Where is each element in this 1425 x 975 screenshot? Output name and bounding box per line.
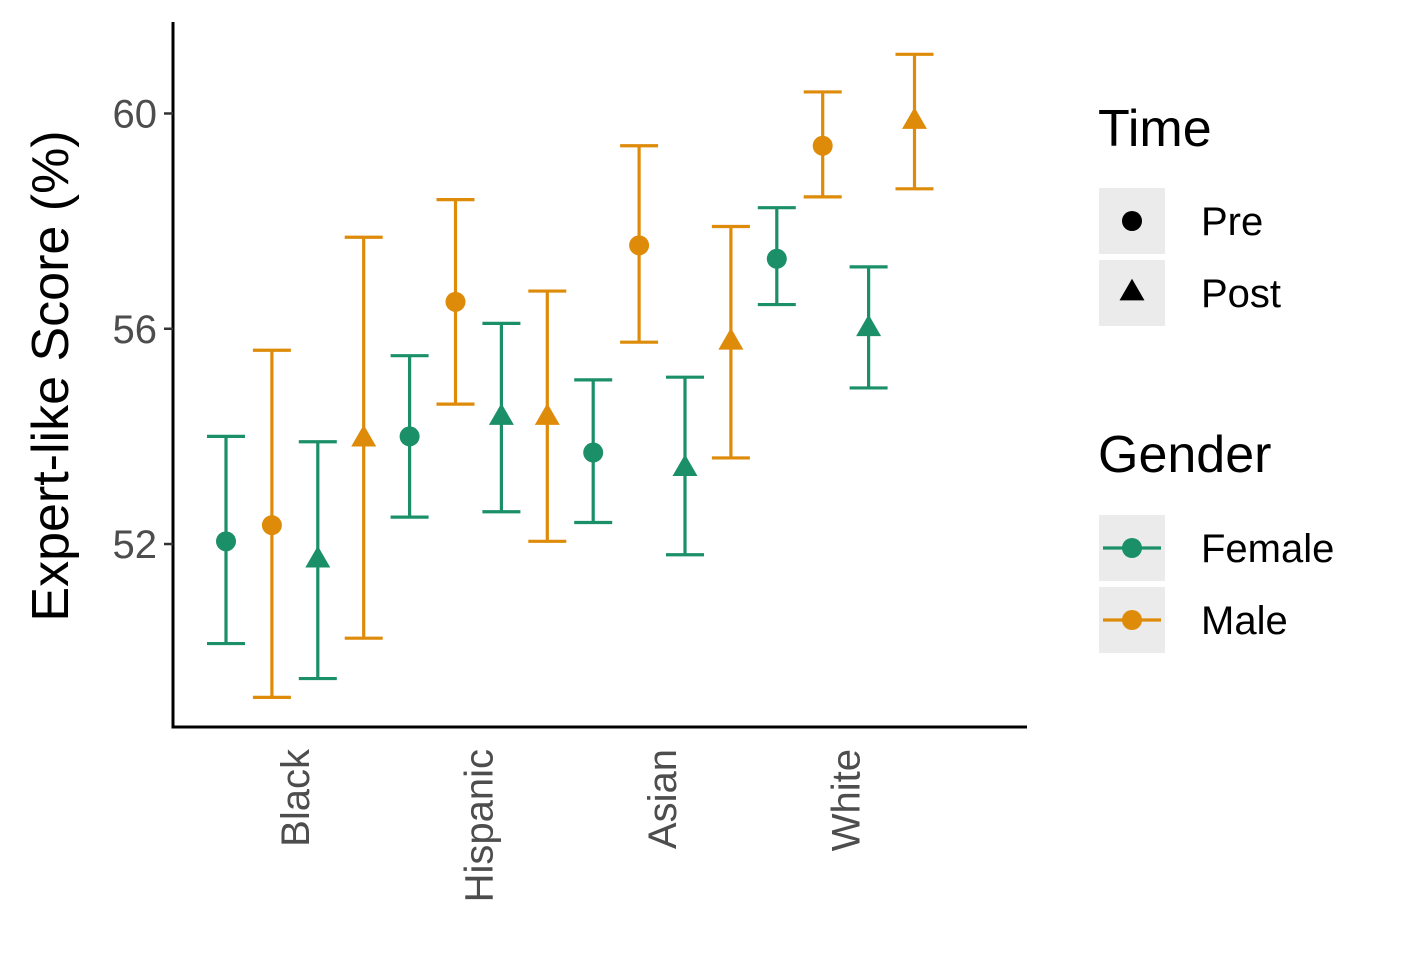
x-tick-label-white: White <box>825 749 869 851</box>
legend-circle-icon <box>1122 211 1142 231</box>
x-tick-label-asian: Asian <box>641 749 685 849</box>
point-white-female-pre <box>766 248 787 269</box>
point-hispanic-female-post <box>488 403 514 425</box>
legend-label-female: Female <box>1201 527 1334 571</box>
point-white-male-post <box>902 107 927 129</box>
legend-title-time: Time <box>1098 100 1212 158</box>
y-tick-label-56: 56 <box>113 308 158 352</box>
point-black-male-pre <box>261 515 282 536</box>
point-black-female-pre <box>216 531 236 552</box>
point-white-male-pre <box>812 135 833 156</box>
x-tick-label-hispanic: Hispanic <box>457 749 501 902</box>
legend-circle-female <box>1122 538 1142 558</box>
x-tick-label-black: Black <box>274 748 318 847</box>
legend-label-post: Post <box>1201 272 1281 316</box>
plot-area <box>207 52 934 700</box>
legend-label-pre: Pre <box>1201 200 1263 244</box>
y-axis-title: Expert-like Score (%) <box>22 130 80 621</box>
point-asian-female-post <box>672 454 698 477</box>
point-hispanic-male-post <box>534 403 560 425</box>
point-asian-male-pre <box>629 235 650 256</box>
point-hispanic-male-pre <box>445 291 466 312</box>
point-white-female-post <box>856 314 882 337</box>
point-asian-female-pre <box>583 442 604 463</box>
legend-title-gender: Gender <box>1098 426 1271 484</box>
point-hispanic-female-pre <box>399 426 420 447</box>
point-black-female-post <box>305 545 331 568</box>
legend-triangle-icon <box>1119 278 1145 301</box>
point-asian-male-post <box>718 327 744 350</box>
y-tick-label-60: 60 <box>113 92 158 136</box>
legend: Time Gender Pre Post Female Male <box>1098 100 1334 653</box>
y-tick-label-52: 52 <box>113 523 158 567</box>
axes: 52 56 60 Black Hispanic Asian White <box>113 22 1027 902</box>
point-black-male-post <box>351 424 377 447</box>
legend-label-male: Male <box>1201 599 1288 643</box>
legend-circle-male <box>1122 610 1142 630</box>
